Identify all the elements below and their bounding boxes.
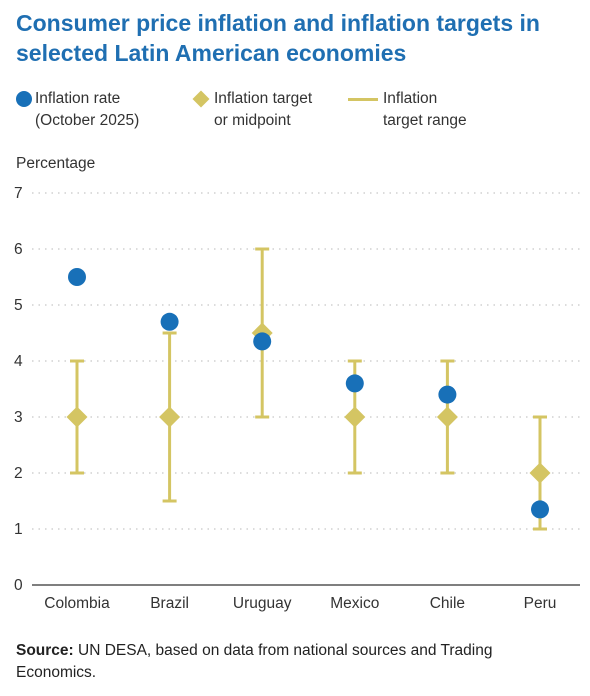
legend-label: Inflation rate	[35, 90, 121, 107]
source-text: UN DESA, based on data from national sou…	[16, 642, 493, 681]
target-diamond	[436, 406, 458, 428]
legend-label: (October 2025)	[35, 112, 140, 129]
x-tick-label: Brazil	[150, 595, 189, 612]
inflation-rate-point	[531, 500, 549, 519]
inflation-rate-point	[345, 374, 364, 393]
y-tick-label: 1	[14, 521, 23, 538]
x-tick-label: Uruguay	[233, 595, 292, 612]
y-tick-label: 0	[14, 577, 23, 594]
range-line-icon	[348, 98, 378, 101]
inflation-rate-point	[160, 312, 179, 331]
legend-label: Inflation target	[214, 90, 313, 107]
x-tick-label: Colombia	[44, 595, 110, 612]
source-label: Source:	[16, 642, 74, 659]
source-note: Source: UN DESA, based on data from nati…	[16, 640, 576, 684]
target-diamond	[159, 406, 181, 428]
legend-label: target range	[383, 112, 467, 129]
x-tick-label: Mexico	[330, 595, 379, 612]
chart-plot: 0 1 2 3 4 5 6 7 Colombia Brazil Uruguay Mexico Chile…	[14, 185, 580, 612]
y-tick-label: 6	[14, 241, 23, 258]
target-diamond	[66, 406, 88, 428]
y-tick-label: 2	[14, 465, 23, 482]
y-tick-label: 3	[14, 409, 23, 426]
x-tick-label: Chile	[430, 595, 465, 612]
y-axis-label: Percentage	[16, 155, 96, 172]
x-tick-label: Peru	[524, 595, 557, 612]
inflation-rate-point	[438, 385, 457, 404]
legend-label: Inflation	[383, 90, 438, 107]
legend: Inflation rate (October 2025) Inflation …	[0, 88, 590, 134]
target-diamond	[344, 406, 366, 428]
inflation-rate-point	[68, 268, 86, 286]
y-tick-label: 4	[14, 353, 23, 370]
circle-marker-icon	[16, 91, 32, 107]
chart-title: Consumer price inflation and inflation t…	[16, 10, 540, 66]
inflation-rate-point	[253, 332, 272, 351]
y-tick-label: 7	[14, 185, 23, 202]
diamond-marker-icon	[192, 90, 210, 108]
y-tick-label: 5	[14, 297, 23, 314]
legend-label: or midpoint	[214, 112, 291, 129]
target-diamond	[529, 462, 551, 484]
